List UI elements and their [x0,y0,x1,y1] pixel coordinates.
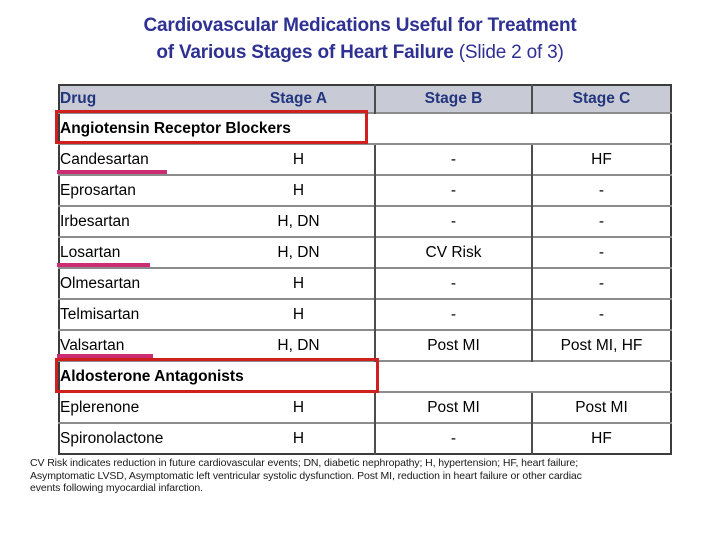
table-row: Eplerenone H Post MI Post MI [59,391,671,423]
drug-name: Irbesartan [59,205,223,237]
drug-name: Candesartan [59,143,223,175]
underline-candesartan [57,170,167,174]
slide-title-line2-main: of Various Stages of Heart Failure [156,42,454,63]
table-row: Telmisartan H - - [59,298,671,330]
stage-a-value: H [223,422,375,454]
slide-title: Cardiovascular Medications Useful for Tr… [0,12,720,66]
medication-table: Drug Stage A Stage B Stage C Angiotensin… [58,84,672,455]
stage-c-value: - [531,267,671,299]
table-row: Candesartan H - HF [59,143,671,175]
drug-name: Losartan [59,236,223,268]
table-row: Valsartan H, DN Post MI Post MI, HF [59,329,671,361]
drug-name: Eprosartan [59,174,223,206]
section-row-aldosterone: Aldosterone Antagonists [59,360,671,392]
stage-b-value: Post MI [374,391,532,423]
column-header-stage-a: Stage A [223,85,375,113]
stage-c-value: Post MI [531,391,671,423]
slide-title-line2: of Various Stages of Heart Failure (Slid… [0,39,720,66]
section-label-aldosterone: Aldosterone Antagonists [59,360,671,392]
table-header-row: Drug Stage A Stage B Stage C [59,85,671,113]
highlight-box-angiotensin [55,110,368,144]
medication-table-container: Drug Stage A Stage B Stage C Angiotensin… [58,84,672,455]
stage-b-value: - [374,422,532,454]
stage-b-value: - [374,143,532,175]
stage-c-value: - [531,205,671,237]
stage-a-value: H, DN [223,236,375,268]
slide-number: (Slide 2 of 3) [453,42,564,63]
slide-title-line1: Cardiovascular Medications Useful for Tr… [143,15,577,36]
footnote-line: CV Risk indicates reduction in future ca… [30,457,579,469]
stage-b-value: - [374,205,532,237]
drug-name: Olmesartan [59,267,223,299]
footnote: CV Risk indicates reduction in future ca… [30,457,702,495]
stage-c-value: - [531,174,671,206]
stage-c-value: HF [531,422,671,454]
table-row: Irbesartan H, DN - - [59,205,671,237]
underline-valsartan [57,354,153,358]
stage-a-value: H [223,391,375,423]
stage-a-value: H, DN [223,329,375,361]
table-row: Eprosartan H - - [59,174,671,206]
stage-b-value: - [374,267,532,299]
highlight-box-aldosterone [55,358,379,393]
stage-c-value: HF [531,143,671,175]
stage-a-value: H, DN [223,205,375,237]
stage-b-value: Post MI [374,329,532,361]
underline-losartan [57,263,150,267]
stage-a-value: H [223,143,375,175]
table-row: Spironolactone H - HF [59,422,671,454]
stage-b-value: - [374,174,532,206]
stage-b-value: CV Risk [374,236,532,268]
stage-c-value: - [531,298,671,330]
footnote-line: events following myocardial infarction. [30,482,203,494]
stage-c-value: Post MI, HF [531,329,671,361]
table-row: Olmesartan H - - [59,267,671,299]
stage-a-value: H [223,267,375,299]
drug-name: Spironolactone [59,422,223,454]
table-row: Losartan H, DN CV Risk - [59,236,671,268]
column-header-stage-c: Stage C [531,85,671,113]
footnote-line: Asymptomatic LVSD, Asymptomatic left ven… [30,469,582,482]
stage-c-value: - [531,236,671,268]
stage-a-value: H [223,174,375,206]
stage-b-value: - [374,298,532,330]
stage-a-value: H [223,298,375,330]
column-header-drug: Drug [59,85,223,113]
column-header-stage-b: Stage B [374,85,532,113]
drug-name: Telmisartan [59,298,223,330]
drug-name: Eplerenone [59,391,223,423]
